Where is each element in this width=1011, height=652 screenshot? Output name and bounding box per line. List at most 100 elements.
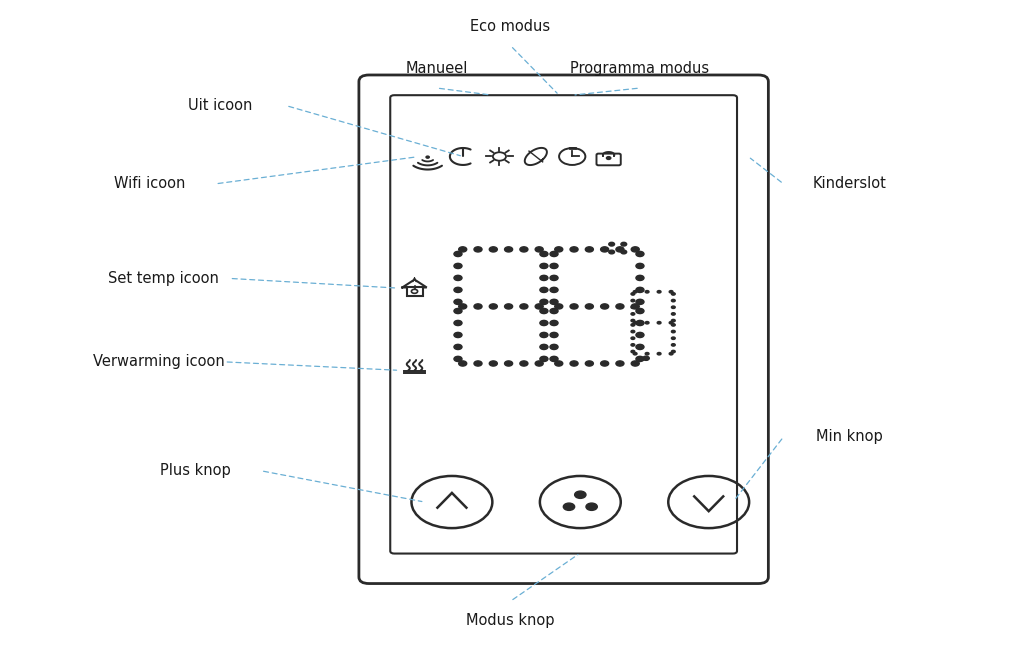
Circle shape (454, 308, 462, 314)
Circle shape (550, 344, 558, 349)
Circle shape (657, 353, 661, 355)
Circle shape (454, 252, 462, 256)
Circle shape (574, 491, 586, 498)
Circle shape (636, 263, 644, 269)
Text: Set temp icoon: Set temp icoon (108, 271, 219, 286)
Circle shape (550, 263, 558, 269)
Circle shape (636, 252, 644, 256)
Circle shape (671, 319, 675, 322)
Circle shape (633, 321, 637, 324)
Circle shape (474, 361, 482, 366)
Circle shape (631, 319, 635, 322)
Circle shape (669, 291, 673, 293)
Text: Min knop: Min knop (816, 429, 883, 445)
Circle shape (586, 503, 598, 511)
Circle shape (426, 156, 430, 158)
Circle shape (631, 350, 635, 353)
Circle shape (585, 247, 593, 252)
Circle shape (631, 361, 639, 366)
Circle shape (540, 275, 548, 280)
Circle shape (550, 320, 558, 325)
Circle shape (631, 331, 635, 333)
Circle shape (540, 252, 548, 256)
Circle shape (454, 263, 462, 269)
Circle shape (616, 304, 624, 309)
Circle shape (621, 243, 627, 246)
Circle shape (585, 304, 593, 309)
Circle shape (454, 320, 462, 325)
Circle shape (540, 320, 548, 325)
FancyBboxPatch shape (390, 95, 737, 554)
Circle shape (636, 308, 644, 314)
Circle shape (631, 323, 635, 326)
Text: Plus knop: Plus knop (160, 463, 231, 479)
Circle shape (535, 247, 543, 252)
Circle shape (631, 293, 635, 295)
Circle shape (520, 304, 528, 309)
Circle shape (585, 361, 593, 366)
Circle shape (616, 361, 624, 366)
Circle shape (616, 247, 624, 252)
Text: Uit icoon: Uit icoon (188, 98, 253, 113)
Circle shape (671, 299, 675, 302)
Circle shape (540, 344, 548, 349)
Circle shape (454, 344, 462, 349)
Circle shape (671, 306, 675, 308)
Circle shape (631, 304, 639, 309)
Text: Eco modus: Eco modus (470, 18, 551, 34)
Circle shape (570, 361, 578, 366)
Circle shape (671, 331, 675, 333)
Circle shape (671, 350, 675, 353)
Circle shape (601, 304, 609, 309)
Circle shape (607, 156, 611, 160)
Circle shape (631, 247, 639, 252)
Circle shape (671, 337, 675, 340)
Circle shape (636, 333, 644, 338)
Circle shape (504, 361, 513, 366)
Circle shape (671, 313, 675, 315)
Text: Wifi icoon: Wifi icoon (114, 176, 185, 192)
Circle shape (645, 353, 649, 355)
Circle shape (636, 288, 644, 293)
Circle shape (459, 304, 467, 309)
Circle shape (550, 333, 558, 338)
Circle shape (504, 304, 513, 309)
Circle shape (489, 304, 497, 309)
FancyBboxPatch shape (596, 154, 621, 166)
Text: Modus knop: Modus knop (466, 613, 555, 629)
Circle shape (657, 321, 661, 324)
Circle shape (489, 247, 497, 252)
Circle shape (657, 291, 661, 293)
Circle shape (555, 304, 563, 309)
Circle shape (601, 361, 609, 366)
Circle shape (570, 247, 578, 252)
Circle shape (550, 299, 558, 304)
Circle shape (540, 299, 548, 304)
Circle shape (601, 247, 609, 252)
Circle shape (636, 344, 644, 349)
Circle shape (671, 323, 675, 326)
Circle shape (535, 361, 543, 366)
Circle shape (631, 337, 635, 340)
Text: Verwarming icoon: Verwarming icoon (93, 354, 224, 370)
Circle shape (474, 304, 482, 309)
Circle shape (550, 288, 558, 293)
Circle shape (474, 247, 482, 252)
Circle shape (454, 288, 462, 293)
Circle shape (669, 353, 673, 355)
Circle shape (645, 291, 649, 293)
Circle shape (459, 361, 467, 366)
Circle shape (636, 299, 644, 304)
Circle shape (555, 247, 563, 252)
Bar (406, 287, 423, 296)
Circle shape (454, 275, 462, 280)
Circle shape (520, 361, 528, 366)
Circle shape (454, 357, 462, 361)
Circle shape (631, 344, 635, 346)
Circle shape (550, 275, 558, 280)
Circle shape (540, 357, 548, 361)
Circle shape (636, 357, 644, 361)
Text: Manueel: Manueel (405, 61, 468, 76)
Circle shape (631, 299, 635, 302)
Circle shape (489, 361, 497, 366)
